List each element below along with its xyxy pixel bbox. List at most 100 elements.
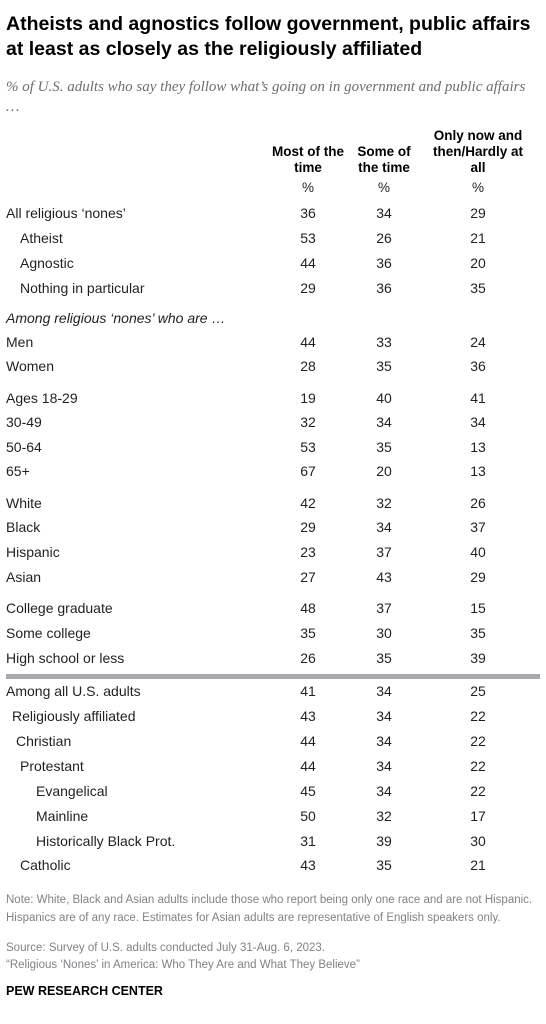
table-row: Agnostic 44 36 20 bbox=[0, 255, 546, 275]
row-label: Ages 18-29 bbox=[6, 390, 78, 406]
table-cell: 36 bbox=[376, 280, 392, 296]
table-cell: 26 bbox=[300, 650, 316, 666]
table-cell: 29 bbox=[300, 519, 316, 535]
table-cell: 36 bbox=[376, 255, 392, 271]
table-cell: 40 bbox=[470, 544, 486, 560]
table-cell: 13 bbox=[470, 463, 486, 479]
table-cell: 29 bbox=[470, 205, 486, 221]
row-label: White bbox=[6, 495, 42, 511]
row-label: College graduate bbox=[6, 600, 113, 616]
table-cell: 20 bbox=[376, 463, 392, 479]
row-label: Agnostic bbox=[20, 255, 74, 271]
table-row: Ages 18-29 19 40 41 bbox=[0, 390, 546, 410]
table-cell: 42 bbox=[300, 495, 316, 511]
table-cell: 39 bbox=[376, 833, 392, 849]
table-row: 30-49 32 34 34 bbox=[0, 414, 546, 434]
table-cell: 34 bbox=[376, 783, 392, 799]
table-cell: 19 bbox=[300, 390, 316, 406]
row-label: Protestant bbox=[20, 758, 84, 774]
table-row: Catholic 43 35 21 bbox=[0, 857, 546, 877]
table-cell: 48 bbox=[300, 600, 316, 616]
row-label: 65+ bbox=[6, 463, 30, 479]
row-label: All religious ‘nones’ bbox=[6, 205, 126, 221]
table-cell: 53 bbox=[300, 230, 316, 246]
section-divider bbox=[6, 674, 540, 679]
table-cell: 35 bbox=[376, 358, 392, 374]
table-row: Asian 27 43 29 bbox=[0, 569, 546, 589]
row-label: Black bbox=[6, 519, 41, 535]
table-cell: 37 bbox=[376, 600, 392, 616]
table-cell: 53 bbox=[300, 439, 316, 455]
table-row: College graduate 48 37 15 bbox=[0, 600, 546, 620]
table-cell: 36 bbox=[470, 358, 486, 374]
table-row: Black 29 34 37 bbox=[0, 519, 546, 539]
row-label: Evangelical bbox=[36, 783, 108, 799]
column-header-most: Most of the time bbox=[272, 144, 344, 175]
table-cell: 32 bbox=[376, 808, 392, 824]
table-row: Atheist 53 26 21 bbox=[0, 230, 546, 250]
table-cell: 37 bbox=[470, 519, 486, 535]
table-row: 65+ 67 20 13 bbox=[0, 463, 546, 483]
table-cell: 43 bbox=[300, 857, 316, 873]
row-label: High school or less bbox=[6, 650, 125, 666]
row-label: Asian bbox=[6, 569, 42, 585]
table-cell: 22 bbox=[470, 758, 486, 774]
table-cell: 34 bbox=[376, 519, 392, 535]
table-cell: 40 bbox=[376, 390, 392, 406]
section-label: Among religious ‘nones’ who are … bbox=[6, 310, 226, 326]
table-cell: 29 bbox=[300, 280, 316, 296]
table-cell: 34 bbox=[470, 414, 486, 430]
table-cell: 15 bbox=[470, 600, 486, 616]
brand-logo: PEW RESEARCH CENTER bbox=[6, 984, 163, 998]
table-cell: 26 bbox=[376, 230, 392, 246]
row-label: Mainline bbox=[36, 808, 89, 824]
table-cell: 34 bbox=[376, 205, 392, 221]
table-cell: 27 bbox=[300, 569, 316, 585]
column-header-hardly: Only now and then/Hardly at all bbox=[432, 128, 524, 175]
row-label: Some college bbox=[6, 625, 91, 641]
table-cell: 67 bbox=[300, 463, 316, 479]
table-cell: 37 bbox=[376, 544, 392, 560]
row-label: Atheist bbox=[20, 230, 63, 246]
table-row: Historically Black Prot. 31 39 30 bbox=[0, 833, 546, 853]
table-cell: 22 bbox=[470, 783, 486, 799]
table-cell: 32 bbox=[376, 495, 392, 511]
row-label: Nothing in particular bbox=[20, 280, 145, 296]
row-label: 50-64 bbox=[6, 439, 42, 455]
table-cell: 32 bbox=[300, 414, 316, 430]
table-cell: 34 bbox=[376, 708, 392, 724]
table-row: Nothing in particular 29 36 35 bbox=[0, 280, 546, 300]
row-label: Women bbox=[6, 358, 54, 374]
table-cell: 44 bbox=[300, 758, 316, 774]
row-label: Historically Black Prot. bbox=[36, 833, 176, 849]
table-cell: 33 bbox=[376, 334, 392, 350]
row-label: Men bbox=[6, 334, 34, 350]
unit-label: % bbox=[301, 180, 314, 195]
footnote: Note: White, Black and Asian adults incl… bbox=[6, 894, 533, 924]
unit-label: % bbox=[377, 180, 390, 195]
table-row: Protestant 44 34 22 bbox=[0, 758, 546, 778]
source-note: Source: Survey of U.S. adults conducted … bbox=[6, 942, 325, 954]
table-cell: 34 bbox=[376, 733, 392, 749]
table-cell: 35 bbox=[300, 625, 316, 641]
report-title: “Religious ‘Nones’ in America: Who They … bbox=[6, 959, 360, 971]
table-row: Some college 35 30 35 bbox=[0, 625, 546, 645]
table-row: Mainline 50 32 17 bbox=[0, 808, 546, 828]
table-cell: 43 bbox=[376, 569, 392, 585]
table-row: All religious ‘nones’ 36 34 29 bbox=[0, 205, 546, 225]
table-cell: 20 bbox=[470, 255, 486, 271]
table-cell: 26 bbox=[470, 495, 486, 511]
row-label: Catholic bbox=[20, 857, 71, 873]
row-label: Hispanic bbox=[6, 544, 60, 560]
unit-label: % bbox=[471, 180, 484, 195]
chart-title: Atheists and agnostics follow government… bbox=[6, 13, 531, 60]
table-cell: 28 bbox=[300, 358, 316, 374]
table-cell: 39 bbox=[470, 650, 486, 666]
table-row: Women 28 35 36 bbox=[0, 358, 546, 378]
table-row: High school or less 26 35 39 bbox=[0, 650, 546, 670]
table-row: Among all U.S. adults 41 34 25 bbox=[0, 683, 546, 703]
table-cell: 35 bbox=[470, 280, 486, 296]
table-cell: 41 bbox=[300, 683, 316, 699]
table-row: Religiously affiliated 43 34 22 bbox=[0, 708, 546, 728]
table-row: Men 44 33 24 bbox=[0, 334, 546, 354]
